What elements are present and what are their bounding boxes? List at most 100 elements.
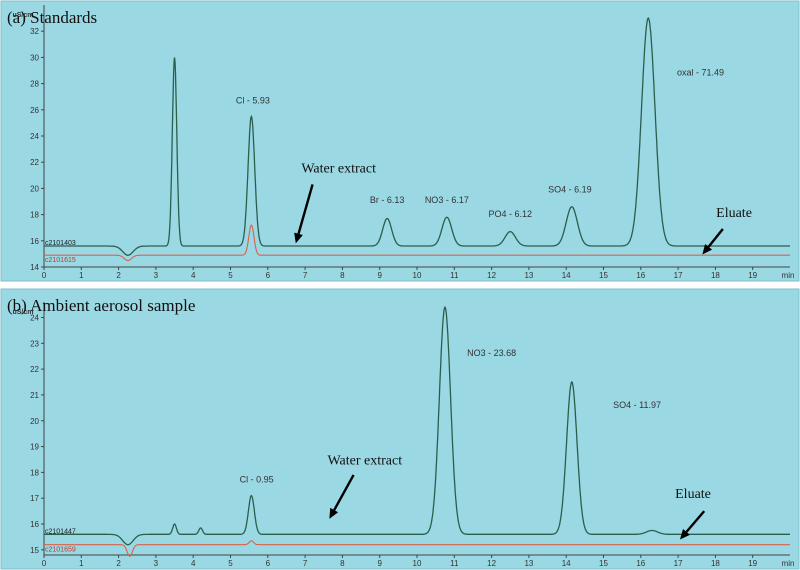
trace-id-label: c2101403 [45,240,76,247]
annotation-arrow [333,474,355,511]
annotation-label: Eluate [675,487,711,502]
peak-label: SO4 - 11.97 [613,400,661,410]
sample-trace [44,305,790,546]
panel-standards: 0 1 2 3 4 5 6 7 8 9 10 11 12 13 14 15 16 17 18 19 min1416182… [0,0,800,282]
y-tick-label: 20 [30,184,39,193]
x-tick-label: 19 [748,271,757,280]
annotation-arrow [707,228,724,248]
x-tick-label: 10 [413,559,422,568]
x-tick-label: 19 [748,559,757,568]
trace-id-label: c2101615 [45,257,76,264]
x-tick-label: 7 [303,559,308,568]
panel-title: (a) Standards [7,8,97,27]
sample-trace [44,17,790,256]
x-unit-label: min [782,271,795,280]
panel-ambient: 0 1 2 3 4 5 6 7 8 9 10 11 12 13 14 15 16 17 18 19 min1516171… [0,288,800,570]
x-tick-label: 15 [599,271,608,280]
x-tick-label: 3 [154,271,159,280]
annotation-label: Water extract [327,454,402,469]
blank-trace [44,224,790,261]
y-tick-label: 18 [30,211,39,220]
y-tick-label: 15 [30,546,39,555]
annotation-arrowhead [329,507,339,519]
x-tick-label: 12 [487,559,496,568]
y-axis-label: uS/cm [12,309,33,316]
y-tick-label: 16 [30,237,39,246]
annotation-arrowhead [294,232,303,244]
peak-label: PO4 - 6.12 [488,209,532,219]
peak-label: Cl - 0.95 [240,475,274,485]
x-tick-label: 11 [450,559,459,568]
x-tick-label: 1 [79,271,84,280]
x-tick-label: 13 [524,271,533,280]
x-tick-label: 0 [42,559,47,568]
x-tick-label: 17 [674,559,683,568]
x-tick-label: 2 [116,271,121,280]
y-tick-label: 22 [30,158,39,167]
y-tick-label: 24 [30,132,39,141]
peak-label: Br - 6.13 [370,195,405,205]
x-tick-label: 5 [228,271,233,280]
x-tick-label: 6 [266,271,271,280]
y-tick-label: 23 [30,339,39,348]
peak-label: Cl - 5.93 [236,95,270,105]
y-tick-label: 28 [30,80,39,89]
x-tick-label: 16 [636,559,645,568]
annotation-label: Water extract [301,162,376,177]
x-tick-label: 2 [116,559,121,568]
y-tick-label: 18 [30,468,39,477]
x-tick-label: 0 [42,271,47,280]
x-unit-label: min [782,559,795,568]
x-tick-label: 5 [228,559,233,568]
x-tick-label: 8 [340,559,345,568]
annotation-label: Eluate [716,206,752,221]
y-tick-label: 21 [30,391,39,400]
y-tick-label: 30 [30,53,39,62]
y-tick-label: 16 [30,520,39,529]
x-tick-label: 3 [154,559,159,568]
y-tick-label: 32 [30,27,39,36]
y-tick-label: 24 [30,313,39,322]
x-tick-label: 18 [711,559,720,568]
annotation-arrowhead [679,528,690,540]
y-tick-label: 20 [30,417,39,426]
y-tick-label: 22 [30,365,39,374]
x-tick-label: 13 [524,559,533,568]
peak-label: NO3 - 6.17 [425,195,469,205]
annotation-arrow [685,510,706,533]
annotation-arrow [297,184,314,235]
x-tick-label: 12 [487,271,496,280]
y-tick-label: 14 [30,263,39,272]
x-tick-label: 16 [636,271,645,280]
x-tick-label: 4 [191,559,196,568]
x-tick-label: 18 [711,271,720,280]
x-tick-label: 8 [340,271,345,280]
x-tick-label: 17 [674,271,683,280]
panel-title: (b) Ambient aerosol sample [7,296,195,315]
x-tick-label: 4 [191,271,196,280]
y-tick-label: 26 [30,106,39,115]
x-tick-label: 10 [413,271,422,280]
x-tick-label: 7 [303,271,308,280]
x-tick-label: 6 [266,559,271,568]
peak-label: SO4 - 6.19 [548,184,592,194]
peak-label: NO3 - 23.68 [467,348,516,358]
x-tick-label: 1 [79,559,84,568]
blank-trace [44,540,790,557]
x-tick-label: 15 [599,559,608,568]
y-tick-label: 19 [30,443,39,452]
peak-label: oxal - 71.49 [677,68,724,78]
y-tick-label: 17 [30,494,39,503]
x-tick-label: 11 [450,271,459,280]
trace-id-label: c2101659 [45,547,76,554]
y-axis-label: uS/cm [12,12,33,19]
x-tick-label: 14 [562,271,571,280]
trace-id-label: c2101447 [45,528,76,535]
plot-background [0,0,800,282]
x-tick-label: 9 [377,271,382,280]
x-tick-label: 14 [562,559,571,568]
plot-background [0,288,800,570]
annotation-arrowhead [702,243,713,255]
x-tick-label: 9 [377,559,382,568]
